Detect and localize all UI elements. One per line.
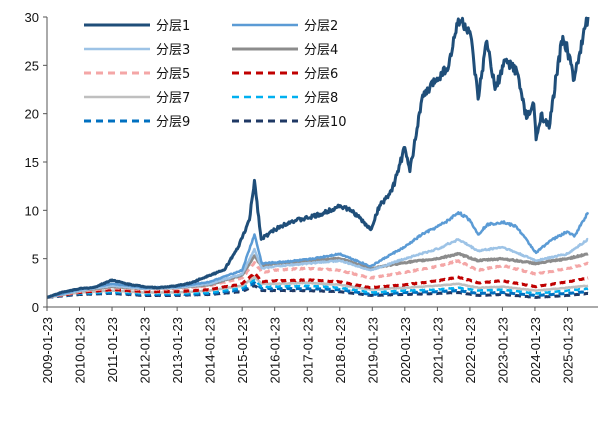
y-tick-label: 25 — [25, 58, 39, 73]
legend-label-1: 分层1 — [156, 19, 190, 34]
legend-label-5: 分层5 — [156, 67, 190, 82]
x-tick-label: 2025-01-23 — [561, 317, 576, 384]
x-tick-label: 2020-01-23 — [398, 317, 413, 384]
x-tick-label: 2019-01-23 — [365, 317, 380, 384]
legend-label-4: 分层4 — [304, 43, 338, 58]
y-tick-label: 0 — [32, 300, 39, 315]
legend-label-8: 分层8 — [304, 91, 338, 106]
legend-label-3: 分层3 — [156, 43, 190, 58]
x-tick-label: 2014-01-23 — [203, 317, 218, 384]
x-tick-label: 2009-01-23 — [40, 317, 55, 384]
x-tick-label: 2024-01-23 — [528, 317, 543, 384]
x-tick-label: 2023-01-23 — [495, 317, 510, 384]
y-tick-label: 20 — [25, 107, 39, 122]
x-tick-label: 2015-01-23 — [235, 317, 250, 384]
series-line-6 — [46, 271, 589, 299]
y-tick-label: 30 — [25, 10, 39, 25]
y-tick-labels: 0 5 10 15 20 25 30 — [25, 10, 47, 315]
legend-label-2: 分层2 — [304, 19, 338, 34]
legend-label-6: 分层6 — [304, 67, 338, 82]
x-tick-label: 2016-01-23 — [268, 317, 283, 384]
legend: 分层1 分层2 分层3 分层4 分层5 分层6 分层7 分层8 分层9 分层10 — [84, 19, 347, 130]
x-tick-label: 2021-01-23 — [430, 317, 445, 384]
x-tick-label: 2011-01-23 — [105, 317, 120, 383]
legend-label-10: 分层10 — [304, 115, 347, 130]
legend-label-7: 分层7 — [156, 91, 190, 106]
x-tick-label: 2017-01-23 — [300, 317, 315, 384]
x-tick-label: 2012-01-23 — [138, 317, 153, 384]
x-tick-labels: 2009-01-23 2010-01-23 2011-01-23 2012-01-23… — [40, 307, 576, 384]
x-tick-label: 2010-01-23 — [73, 317, 88, 384]
series-line-3 — [46, 237, 589, 299]
x-tick-label: 2013-01-23 — [170, 317, 185, 384]
series-line-1 — [46, 16, 590, 299]
y-tick-label: 5 — [32, 252, 39, 267]
x-tick-label: 2022-01-23 — [463, 317, 478, 384]
y-tick-label: 10 — [25, 203, 39, 218]
y-tick-label: 15 — [25, 155, 39, 170]
x-tick-label: 2018-01-23 — [333, 317, 348, 384]
legend-label-9: 分层9 — [156, 115, 190, 130]
series-layer — [46, 16, 590, 299]
